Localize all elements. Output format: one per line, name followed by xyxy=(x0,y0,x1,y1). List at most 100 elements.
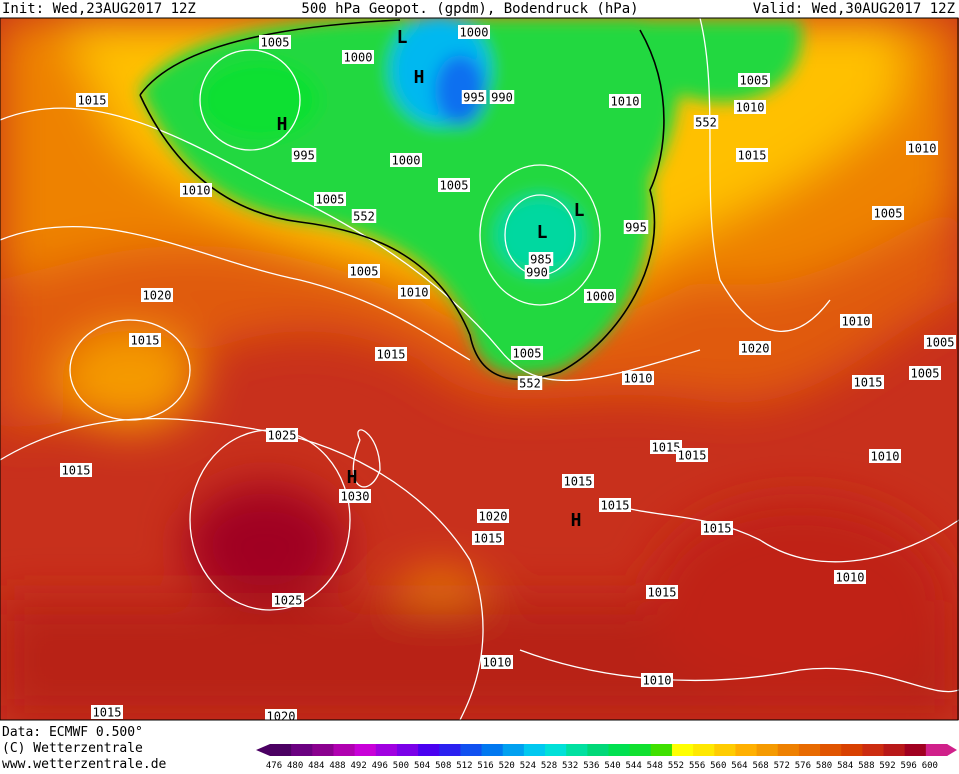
isobar-label-box xyxy=(623,220,649,234)
isobar-label: 1000 xyxy=(460,26,489,40)
isobar-label-box xyxy=(609,94,641,108)
isobar-label: 1005 xyxy=(911,367,940,381)
isobar-label-box xyxy=(348,264,380,278)
isobar-label: 1005 xyxy=(513,347,542,361)
isobar-labels: 1005 1000 1000 995 990 1015 1005 1010 1010 552 995… xyxy=(60,25,956,724)
scale-swatch xyxy=(396,744,419,756)
isobar-label-box xyxy=(291,148,317,162)
scale-swatch xyxy=(523,744,546,756)
isobar-label-box xyxy=(351,209,377,223)
isobar-label: 1030 xyxy=(341,490,370,504)
scale-label: 492 xyxy=(350,761,366,770)
scale-label: 524 xyxy=(520,761,536,770)
scale-label: 508 xyxy=(435,761,451,770)
scale-swatch xyxy=(756,744,779,756)
pressure-center: L xyxy=(537,222,548,243)
isobar-label-box xyxy=(909,366,941,380)
isobar-label: 552 xyxy=(519,377,541,391)
isobar-label-box xyxy=(461,90,487,104)
scale-label: 580 xyxy=(816,761,832,770)
valid-time: Valid: Wed,30AUG2017 12Z xyxy=(753,1,955,17)
isobar-label: 1020 xyxy=(267,710,296,724)
scale-swatch xyxy=(862,744,885,756)
isobar-label: 552 xyxy=(353,210,375,224)
isobar-label: 1005 xyxy=(926,336,955,350)
isobar-label-box xyxy=(458,25,490,39)
isobar-label-box xyxy=(438,178,470,192)
isobar-label: 1010 xyxy=(836,571,865,585)
isobar-label-box xyxy=(869,449,901,463)
scale-swatch xyxy=(904,744,927,756)
scale-swatch xyxy=(777,744,800,756)
isobar-label: 1010 xyxy=(182,184,211,198)
scale-swatch xyxy=(883,744,906,756)
pressure-center: L xyxy=(574,200,585,221)
isobar-label: 1015 xyxy=(738,149,767,163)
scale-swatch xyxy=(798,744,821,756)
isobar-label: 1015 xyxy=(131,334,160,348)
isobar-label: 1000 xyxy=(344,51,373,65)
scale-swatch xyxy=(650,744,673,756)
scale-swatch xyxy=(333,744,356,756)
scale-label: 564 xyxy=(731,761,747,770)
isobar-label-box xyxy=(517,376,543,390)
isobar-label: 1000 xyxy=(586,290,615,304)
scale-swatch xyxy=(735,744,758,756)
isobar-label-box xyxy=(852,375,884,389)
isobar-label: 1010 xyxy=(842,315,871,329)
scale-label: 600 xyxy=(922,761,938,770)
scale-swatch xyxy=(820,744,842,756)
scale-swatch xyxy=(714,744,736,756)
isobar-label-box xyxy=(524,265,550,279)
map-frame xyxy=(0,17,959,721)
isobar-label: 1015 xyxy=(601,499,630,513)
copyright: (C) Wetterzentrale xyxy=(2,741,143,756)
isobar-label-box xyxy=(76,93,108,107)
isobar-label: 995 xyxy=(625,221,647,235)
scale-label: 568 xyxy=(752,761,768,770)
scale-swatch xyxy=(841,744,863,756)
isobar-label-box xyxy=(872,206,904,220)
isobar-label-box xyxy=(734,100,766,114)
scale-label: 500 xyxy=(393,761,409,770)
isobar-label-box xyxy=(272,593,304,607)
isobar-label-box xyxy=(834,570,866,584)
isobar-label-box xyxy=(489,90,515,104)
scale-label: 496 xyxy=(372,761,388,770)
scale-arrow-right xyxy=(947,744,957,756)
isobar-label-box xyxy=(91,705,123,719)
isobar-label-box xyxy=(676,448,708,462)
isobar-label: 1010 xyxy=(400,286,429,300)
isobar-label: 995 xyxy=(463,91,485,105)
isobar-label-box xyxy=(650,440,682,454)
isobar-label: 1015 xyxy=(854,376,883,390)
field: 1005 1000 1000 995 990 1015 1005 1010 1010 552 995… xyxy=(0,18,959,724)
isobar-label-box xyxy=(646,585,678,599)
isobar-label: 1005 xyxy=(261,36,290,50)
isobar-label-box xyxy=(584,289,616,303)
isobar-label: 1010 xyxy=(736,101,765,115)
isobar-label: 1015 xyxy=(78,94,107,108)
scale-label: 536 xyxy=(583,761,599,770)
url: www.wetterzentrale.de xyxy=(2,757,167,770)
isobars xyxy=(0,18,959,720)
isobar-label: 552 xyxy=(695,116,717,130)
isobar-label-box xyxy=(60,463,92,477)
scale-swatch xyxy=(354,744,377,756)
isobar-label-box xyxy=(924,335,956,349)
scale-label: 480 xyxy=(287,761,303,770)
isobar-label-box xyxy=(736,148,768,162)
isobar-label: 1010 xyxy=(624,372,653,386)
scale-swatch xyxy=(629,744,652,756)
isobar-label: 1000 xyxy=(392,154,421,168)
scale-label: 504 xyxy=(414,761,430,770)
scale-swatch xyxy=(671,744,694,756)
scale-label: 512 xyxy=(456,761,472,770)
isobar-label: 1015 xyxy=(377,348,406,362)
isobar-label: 1010 xyxy=(483,656,512,670)
isobar-label-box xyxy=(701,521,733,535)
isobar-label: 990 xyxy=(491,91,513,105)
scale-label: 572 xyxy=(774,761,790,770)
isobar-label: 1020 xyxy=(741,342,770,356)
scale-swatch xyxy=(693,744,715,756)
